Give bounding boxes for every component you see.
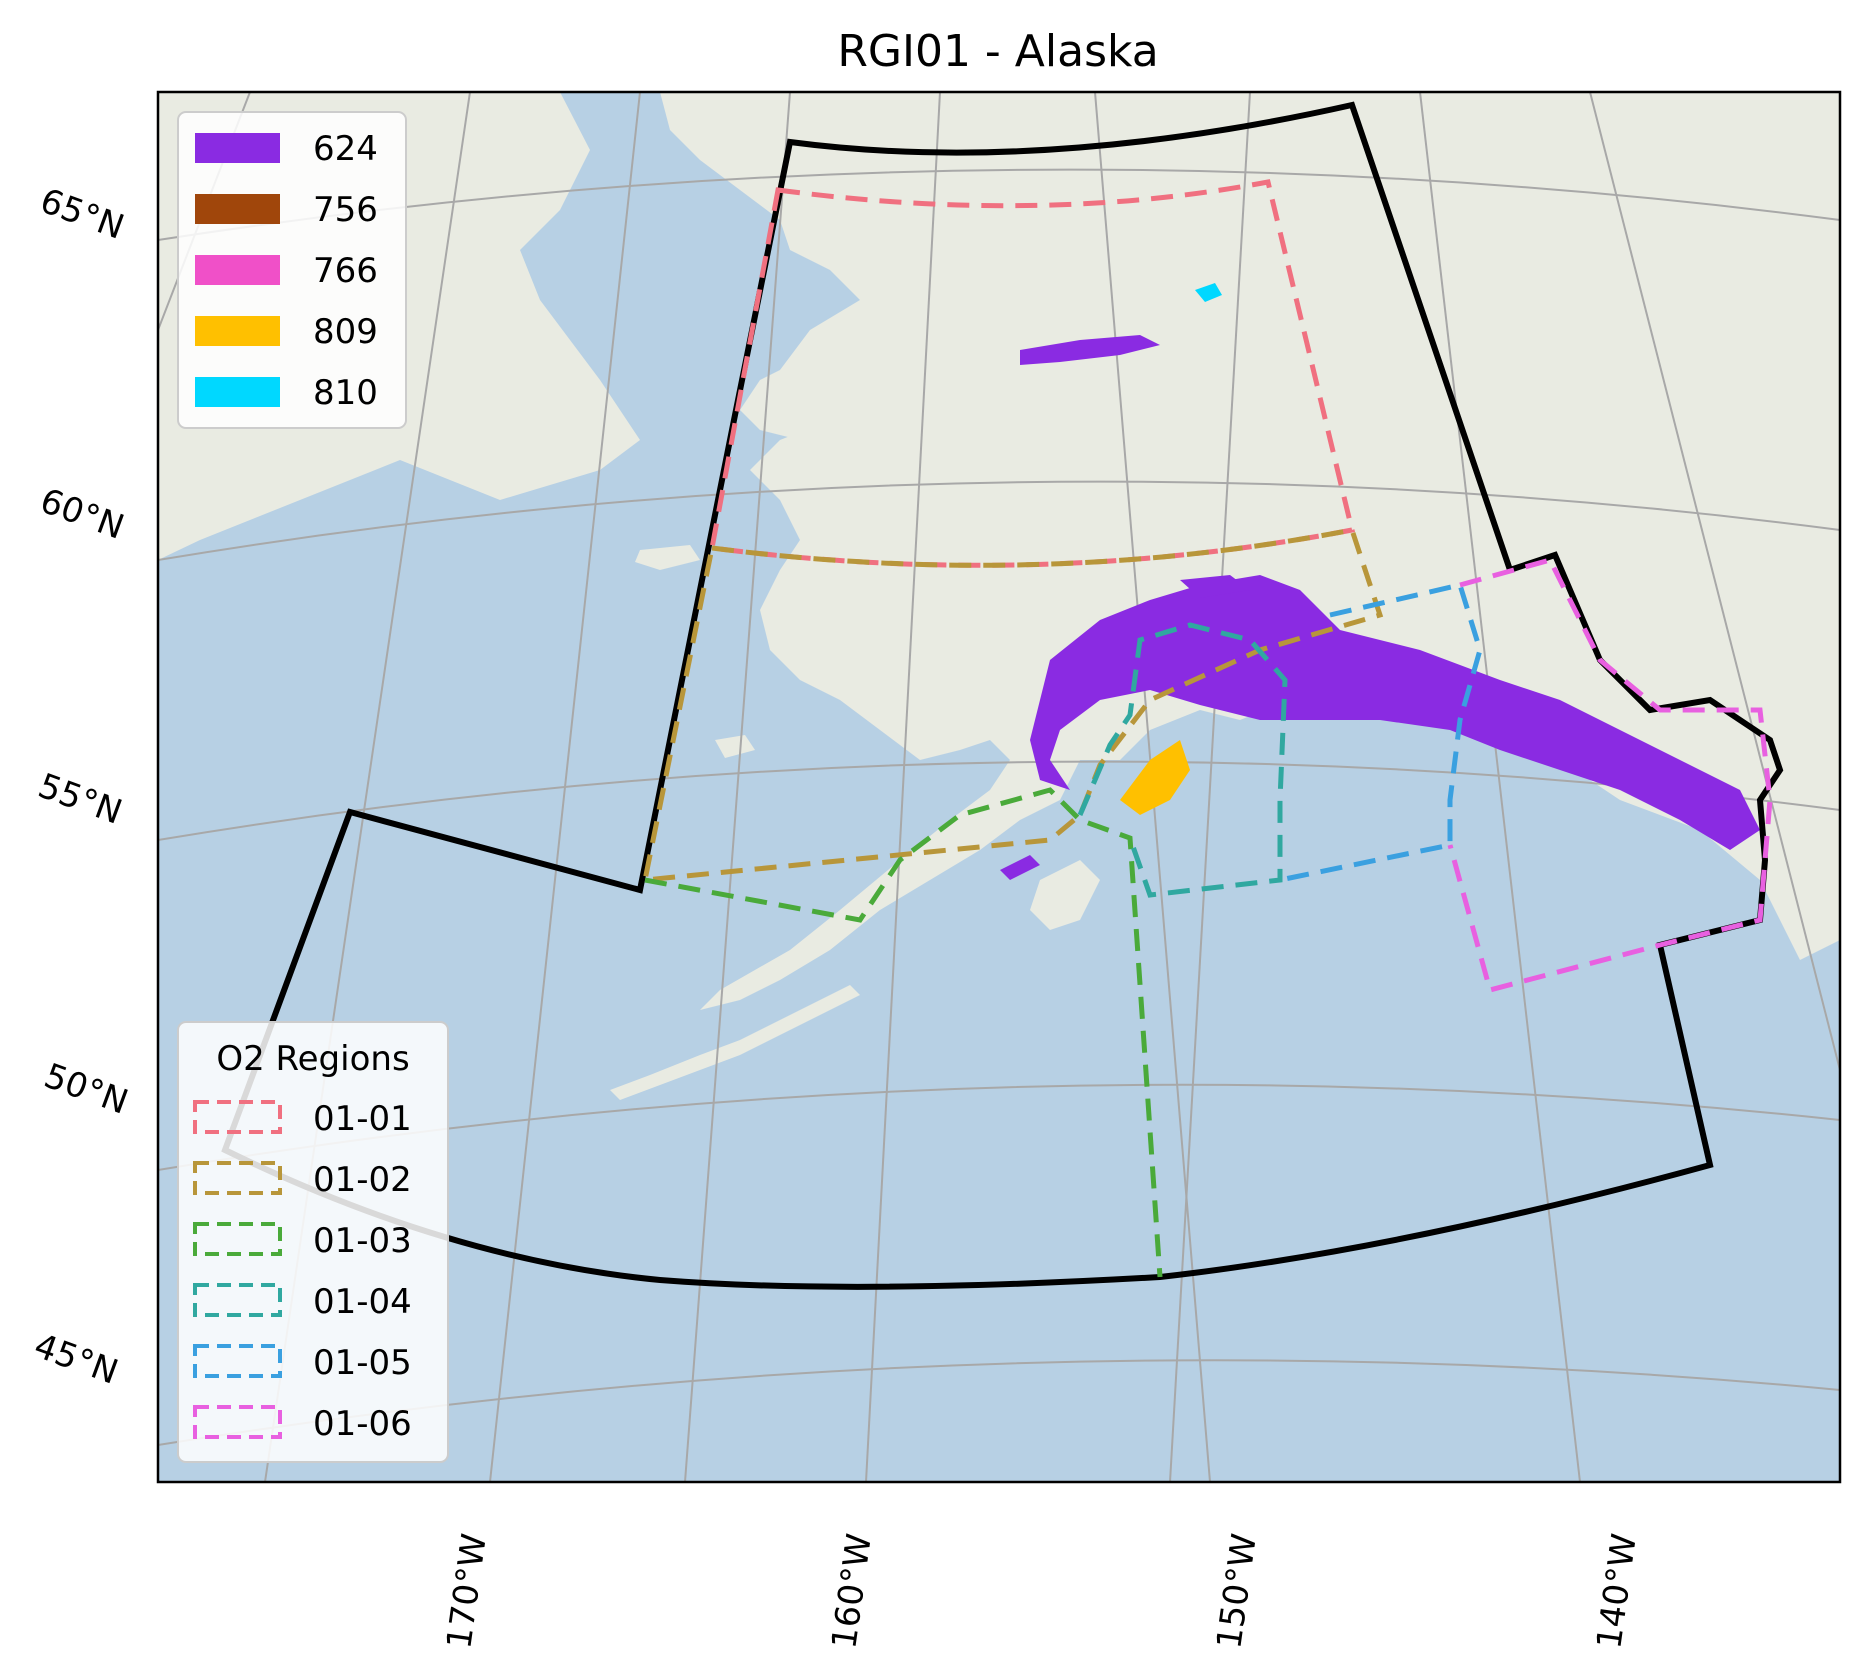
- glacier-legend-item-3: 809: [195, 312, 378, 352]
- glacier-legend-label: 756: [313, 190, 378, 230]
- glacier-legend-label: 624: [313, 129, 378, 169]
- map-frame: [156, 90, 1842, 1484]
- swatch-01-04: [193, 1283, 282, 1317]
- o2-legend-item-2: 01-03: [193, 1221, 412, 1261]
- rgi01-boundary: [221, 101, 1784, 1290]
- lon-label-150: 150°W: [1209, 1531, 1265, 1651]
- meridian-160: [865, 92, 941, 1482]
- o2-regions-legend: O2 Regions 01-01 01-02 01-03 01-04 01-05…: [177, 1021, 449, 1463]
- lon-label-140: 140°W: [1589, 1531, 1645, 1651]
- swatch-624: [195, 133, 280, 163]
- glacier-legend-label: 809: [313, 312, 378, 352]
- map-title: RGI01 - Alaska: [837, 26, 1158, 77]
- lon-label-170: 170°W: [439, 1531, 495, 1651]
- meridian-170: [489, 92, 641, 1482]
- swatch-01-03: [193, 1222, 282, 1256]
- glacier-legend-label: 766: [313, 251, 378, 291]
- swatch-01-01: [193, 1100, 282, 1134]
- o2-legend-item-1: 01-02: [193, 1160, 412, 1200]
- land-alaska: [660, 92, 1840, 1010]
- glacier-legend: 624 756 766 809 810: [177, 111, 407, 429]
- o2-legend-label: 01-05: [313, 1343, 412, 1383]
- meridian-135: [1589, 92, 1840, 1071]
- glaciers: [1000, 283, 1760, 880]
- longitude-labels: 170°W 160°W 150°W 140°W: [439, 1531, 1645, 1651]
- o2-legend-box: [177, 1021, 449, 1463]
- o2-legend-label: 01-06: [313, 1404, 412, 1444]
- o2-legend-item-5: 01-06: [193, 1404, 412, 1444]
- o2-regions: [641, 179, 1773, 1278]
- lat-label-60: 60°N: [35, 481, 129, 548]
- land-kodiak: [1030, 860, 1100, 930]
- glacier-legend-box: [177, 111, 407, 429]
- swatch-766: [195, 255, 280, 285]
- glacier-809: [1120, 740, 1190, 815]
- glacier-legend-item-4: 810: [195, 373, 378, 413]
- glacier-legend-item-2: 766: [195, 251, 378, 291]
- o2-01-03: [644, 787, 1163, 1278]
- glacier-legend-label: 810: [313, 373, 378, 413]
- o2-legend-label: 01-03: [313, 1221, 412, 1261]
- o2-legend-item-0: 01-01: [193, 1099, 412, 1139]
- glacier-624-north: [1020, 335, 1160, 365]
- region-outline: [221, 101, 1784, 1290]
- land-aleutians: [610, 985, 860, 1100]
- lat-label-50: 50°N: [39, 1056, 133, 1123]
- o2-legend-label: 01-04: [313, 1282, 412, 1322]
- land-nunivak: [715, 735, 755, 758]
- meridian-155: [684, 92, 791, 1482]
- o2-01-04: [1077, 622, 1288, 898]
- swatch-810: [195, 377, 280, 407]
- o2-legend-item-3: 01-04: [193, 1282, 412, 1322]
- o2-01-05: [1279, 582, 1483, 883]
- o2-legend-label: 01-02: [313, 1160, 412, 1200]
- land-stlawrence: [635, 545, 700, 570]
- swatch-809: [195, 316, 280, 346]
- swatch-01-02: [193, 1161, 282, 1195]
- latitude-labels: 65°N 60°N 55°N 50°N 45°N: [29, 181, 133, 1393]
- swatch-01-06: [193, 1405, 282, 1439]
- swatch-01-05: [193, 1344, 282, 1378]
- land-seward: [740, 350, 880, 440]
- o2-legend-title: O2 Regions: [216, 1039, 409, 1079]
- parallel-65: [158, 168, 1840, 241]
- o2-legend-label: 01-01: [313, 1099, 412, 1139]
- meridian-145: [1169, 92, 1251, 1482]
- lat-label-45: 45°N: [29, 1326, 123, 1393]
- glacier-624-aleut: [1000, 855, 1040, 880]
- glacier-legend-item-0: 624: [195, 129, 378, 169]
- meridian-140: [1419, 92, 1581, 1482]
- parallel-55: [158, 760, 1840, 841]
- parallel-60: [158, 480, 1840, 561]
- lat-label-65: 65°N: [35, 181, 129, 248]
- glacier-legend-item-1: 756: [195, 190, 378, 230]
- swatch-756: [195, 194, 280, 224]
- o2-legend-item-4: 01-05: [193, 1343, 412, 1383]
- glacier-810: [1195, 283, 1222, 302]
- o2-01-06: [1447, 557, 1773, 994]
- lat-label-55: 55°N: [33, 766, 127, 833]
- glacier-624-range: [1180, 575, 1250, 598]
- lon-label-160: 160°W: [824, 1531, 880, 1651]
- glacier-624-main: [1030, 575, 1760, 850]
